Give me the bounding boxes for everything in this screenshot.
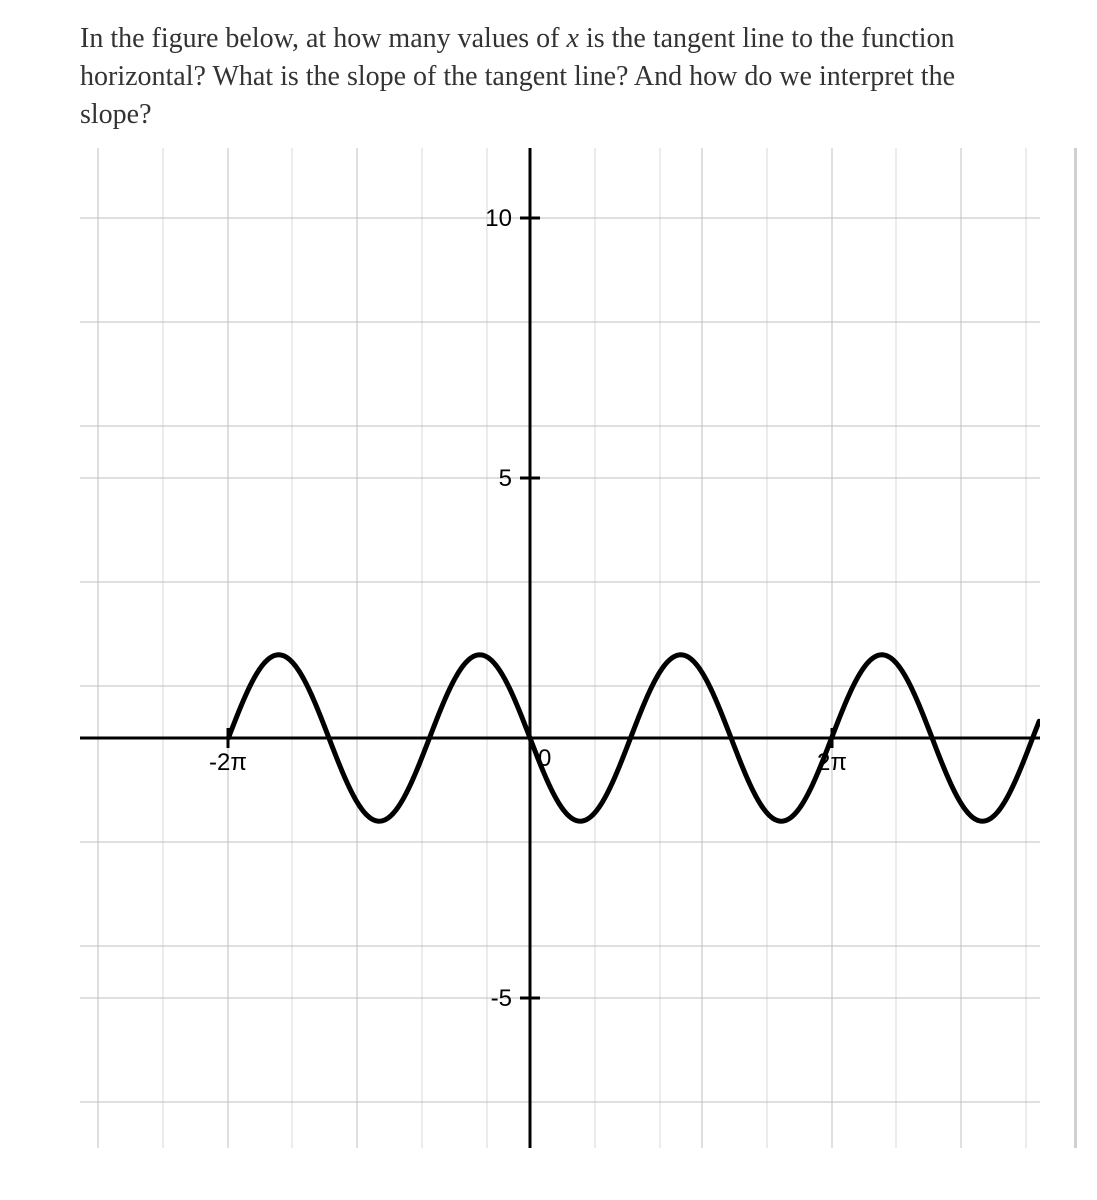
svg-text:-5: -5 [491, 985, 512, 1012]
question-prefix: In the figure below, at how many values … [80, 23, 567, 54]
svg-text:-2π: -2π [209, 749, 247, 776]
question-variable: x [567, 23, 579, 54]
svg-text:0: 0 [538, 745, 551, 772]
question-text: In the figure below, at how many values … [20, 20, 1077, 133]
chart-container: 10 5 -5 -2π 0 2π [80, 148, 1077, 1148]
svg-text:2π: 2π [817, 749, 847, 776]
svg-text:5: 5 [499, 465, 512, 492]
function-graph: 10 5 -5 -2π 0 2π [80, 148, 1040, 1148]
svg-text:10: 10 [485, 205, 512, 232]
